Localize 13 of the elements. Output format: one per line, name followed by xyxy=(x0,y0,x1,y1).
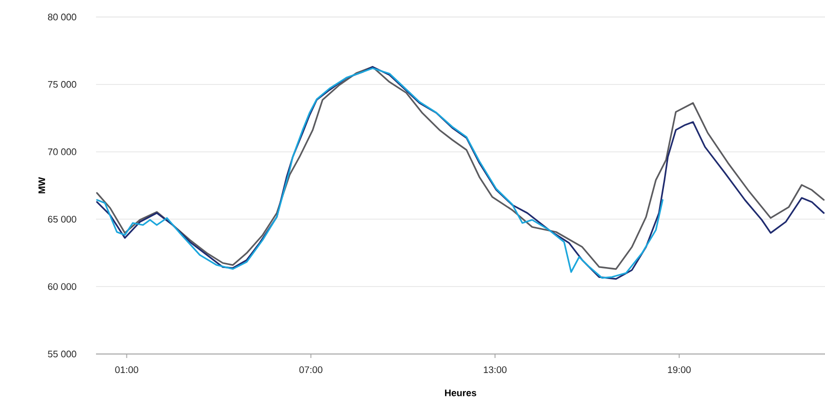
x-tick-label: 19:00 xyxy=(668,366,691,374)
y-tick-label: 55 000 xyxy=(48,350,76,358)
y-tick-label: 70 000 xyxy=(48,148,76,156)
y-tick-label: 80 000 xyxy=(48,14,76,20)
y-tick-label: 75 000 xyxy=(48,81,76,88)
y-tick-label: 60 000 xyxy=(48,283,76,290)
x-tick-label: 13:00 xyxy=(484,366,507,374)
x-tick-label: 07:00 xyxy=(299,366,322,374)
y-axis-title: MW xyxy=(38,177,46,194)
y-tick-label: 65 000 xyxy=(48,216,76,223)
line-series xyxy=(96,67,664,279)
x-tick-label: 01:00 xyxy=(115,366,138,374)
x-axis-title: Heures xyxy=(445,390,476,396)
